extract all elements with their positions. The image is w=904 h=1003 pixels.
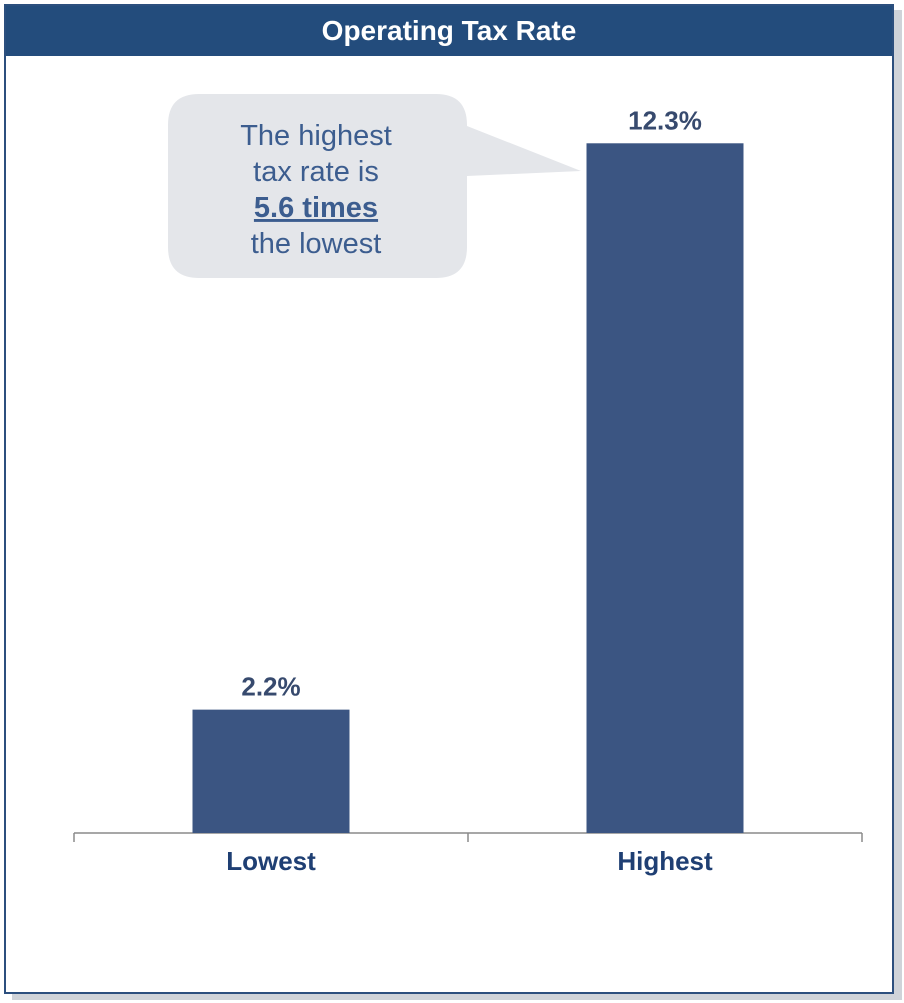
callout-line-1: The highest — [240, 120, 392, 152]
data-label-highest: 12.3% — [628, 105, 702, 135]
chart-title: Operating Tax Rate — [6, 6, 892, 56]
bars-group: 2.2% Lowest 12.3% Highest — [192, 105, 744, 876]
callout-emphasis: 5.6 times — [254, 192, 378, 224]
bar-lowest — [192, 709, 350, 833]
bar-chart: The highest tax rate is 5.6 times the lo… — [73, 94, 863, 876]
bar-highest — [586, 143, 744, 834]
callout-line-4: the lowest — [251, 228, 382, 260]
chart-frame: Operating Tax Rate The highest tax rate … — [4, 4, 894, 994]
callout-line-2: tax rate is — [253, 156, 379, 188]
data-label-lowest: 2.2% — [241, 672, 300, 702]
callout: The highest tax rate is 5.6 times the lo… — [168, 94, 581, 278]
callout-bubble — [168, 94, 581, 278]
category-label-lowest: Lowest — [226, 846, 316, 876]
category-label-highest: Highest — [617, 846, 713, 876]
